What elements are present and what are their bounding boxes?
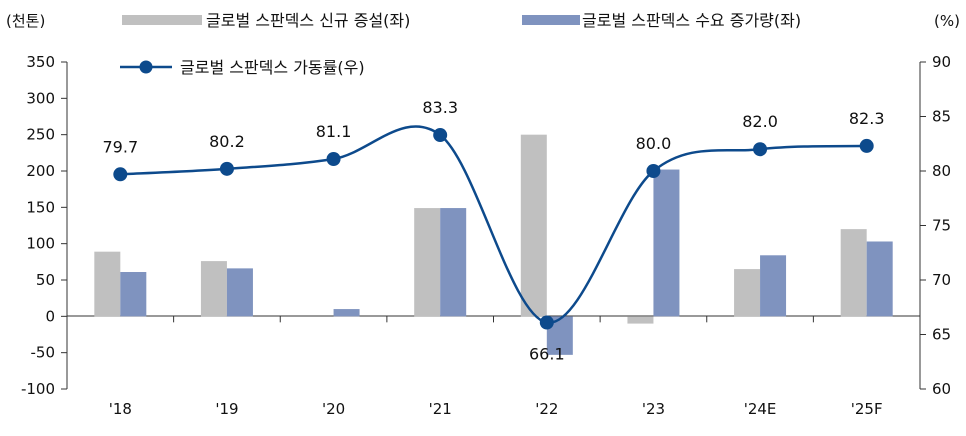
utilization-point [539,315,554,330]
bar-demand-growth [440,208,467,317]
utilization-point [433,128,448,143]
right-axis-unit: (%) [934,12,960,30]
utilization-point [219,161,234,176]
bar-demand-growth [120,272,147,317]
legend-marker-utilization [139,60,153,74]
left-tick-label: -50 [31,344,56,362]
right-tick-label: 85 [932,108,951,126]
utilization-data-label: 66.1 [529,345,565,364]
right-tick-label: 75 [932,217,951,235]
left-tick-label: 100 [26,235,55,253]
bar-demand-growth [226,268,253,317]
utilization-point [113,167,128,182]
left-tick-label: 150 [26,198,55,216]
category-label: '23 [642,400,665,418]
bar-new-capacity [520,134,547,317]
utilization-data-label: 80.2 [209,132,245,151]
bar-new-capacity [414,208,441,317]
left-tick-label: 300 [26,89,55,107]
utilization-point [753,142,768,157]
utilization-data-label: 82.3 [849,109,885,128]
legend-swatch-demand-growth [522,15,580,25]
bar-new-capacity [200,261,227,317]
left-axis-ticks: 350 300 250 200 150 100 50 0 -50 -100 [21,53,67,398]
bar-new-capacity [627,316,654,324]
utilization-data-label: 79.7 [103,137,139,156]
utilization-line-path [120,125,867,324]
right-axis-ticks: 90 85 80 75 70 65 60 [920,53,951,398]
category-label: '22 [535,400,558,418]
legend-swatch-new-capacity [122,15,202,25]
bar-new-capacity [94,251,121,317]
category-label: '25F [851,400,883,418]
utilization-data-label: 83.3 [422,98,458,117]
bar-demand-growth [866,241,893,317]
left-tick-label: 250 [26,126,55,144]
bar-demand-growth [760,255,787,317]
left-tick-label: -100 [21,380,55,398]
utilization-data-label: 81.1 [316,122,352,141]
bar-new-capacity [840,229,867,317]
right-tick-label: 80 [932,162,951,180]
left-tick-label: 50 [36,271,55,289]
left-tick-label: 350 [26,53,55,71]
right-tick-label: 90 [932,53,951,71]
utilization-point [646,164,661,178]
left-tick-label: 200 [26,162,55,180]
bar-demand-growth [653,169,680,317]
left-tick-label: 0 [45,307,55,325]
category-labels: '18 '19 '20 '21 '22 '23 '24E '25F [109,316,883,418]
utilization-point [859,138,874,153]
bars [94,134,893,355]
category-label: '24E [744,400,777,418]
utilization-data-label: 80.0 [636,134,672,153]
bar-demand-growth [333,309,360,317]
category-label: '21 [429,400,452,418]
right-tick-label: 70 [932,271,951,289]
left-axis-unit: (천톤) [6,12,45,30]
right-tick-label: 60 [932,380,951,398]
utilization-point [326,152,341,167]
right-tick-label: 65 [932,326,951,344]
utilization-line: 79.7 80.2 81.1 83.3 66.1 80.0 82.0 82.3 [103,98,885,363]
legend-label-demand-growth: 글로벌 스판덱스 수요 증가량(좌) [582,11,801,30]
category-label: '19 [215,400,238,418]
legend: 글로벌 스판덱스 신규 증설(좌) 글로벌 스판덱스 수요 증가량(좌) 글로벌… [120,11,801,77]
category-label: '20 [322,400,345,418]
category-label: '18 [109,400,132,418]
utilization-data-label: 82.0 [742,112,778,131]
legend-label-new-capacity: 글로벌 스판덱스 신규 증설(좌) [206,11,410,30]
bar-new-capacity [734,269,761,317]
legend-label-utilization: 글로벌 스판덱스 가동률(우) [180,58,365,77]
